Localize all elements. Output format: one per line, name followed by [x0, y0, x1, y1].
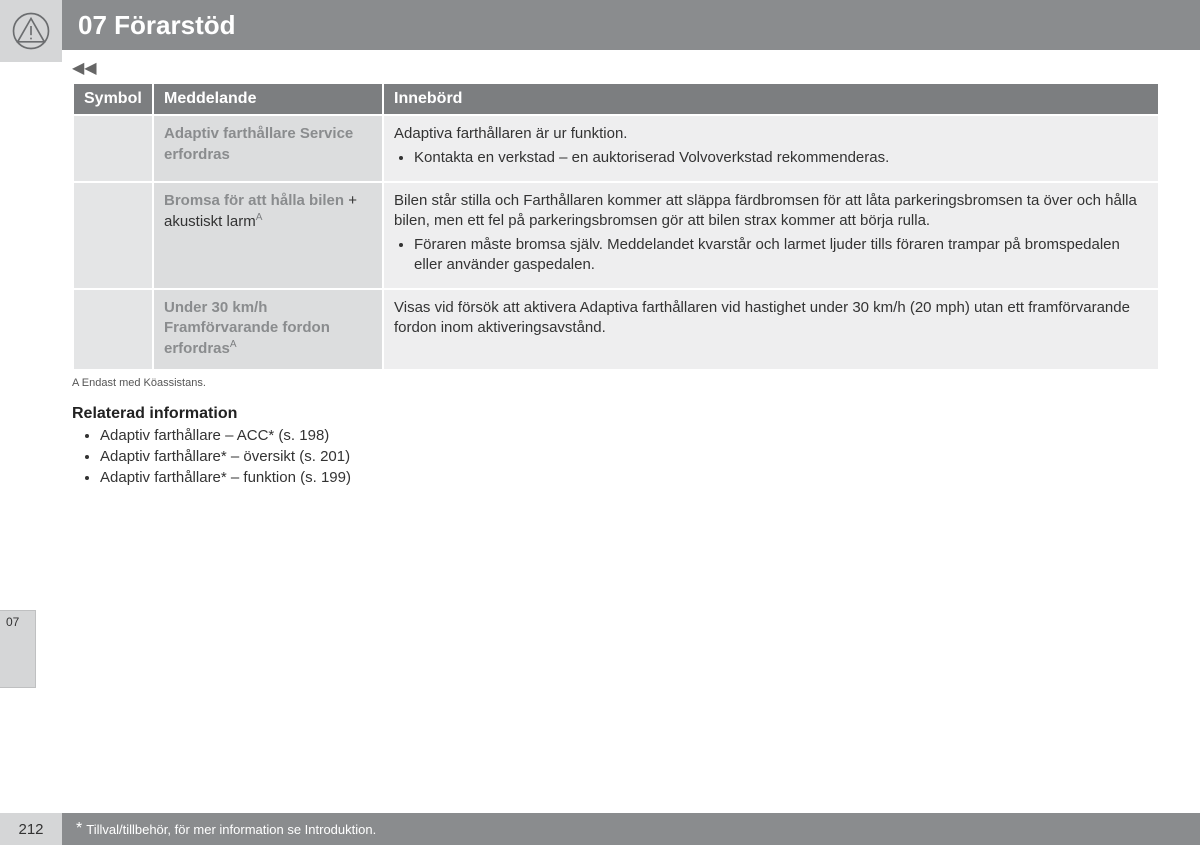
- cell-meaning: Bilen står stilla och Farthållaren komme…: [384, 183, 1158, 288]
- message-bold: Adaptiv farthållare Service erfordras: [164, 125, 353, 163]
- message-bold: Under 30 km/h Framförvarande fordon erfo…: [164, 299, 330, 358]
- related-list: Adaptiv farthållare – ACC* (s. 198) Adap…: [100, 427, 1160, 486]
- messages-table: Symbol Meddelande Innebörd Adaptiv farth…: [72, 82, 1160, 371]
- cell-symbol: [74, 290, 152, 370]
- star-icon: *: [76, 820, 82, 838]
- related-item: Adaptiv farthållare* – översikt (s. 201): [100, 448, 1160, 465]
- cell-message: Under 30 km/h Framförvarande fordon erfo…: [154, 290, 382, 370]
- col-header-meaning: Innebörd: [384, 84, 1158, 114]
- meaning-bullet: Föraren måste bromsa själv. Meddelandet …: [414, 235, 1148, 276]
- cell-meaning: Adaptiva farthållaren är ur funktion. Ko…: [384, 116, 1158, 181]
- meaning-bullets: Kontakta en verkstad – en auktoriserad V…: [414, 148, 1148, 168]
- cell-meaning: Visas vid försök att aktivera Adaptiva f…: [384, 290, 1158, 370]
- meaning-lead: Visas vid försök att aktivera Adaptiva f…: [394, 298, 1148, 339]
- meaning-bullets: Föraren måste bromsa själv. Meddelandet …: [414, 235, 1148, 276]
- page-number: 212: [0, 813, 62, 845]
- meaning-lead: Bilen står stilla och Farthållaren komme…: [394, 191, 1148, 232]
- message-sup: A: [256, 212, 263, 223]
- footer-note-text: Tillval/tillbehör, för mer information s…: [86, 822, 376, 837]
- footer-note: * Tillval/tillbehör, för mer information…: [62, 813, 1200, 845]
- header-icon-box: [0, 0, 62, 62]
- col-header-message: Meddelande: [154, 84, 382, 114]
- cell-symbol: [74, 183, 152, 288]
- col-header-symbol: Symbol: [74, 84, 152, 114]
- meaning-bullet: Kontakta en verkstad – en auktoriserad V…: [414, 148, 1148, 168]
- table-row: Under 30 km/h Framförvarande fordon erfo…: [74, 290, 1158, 370]
- table-row: Adaptiv farthållare Service erfordras Ad…: [74, 116, 1158, 181]
- warning-triangle-icon: [11, 11, 51, 51]
- related-item: Adaptiv farthållare* – funktion (s. 199): [100, 469, 1160, 486]
- cell-symbol: [74, 116, 152, 181]
- page-footer: 212 * Tillval/tillbehör, för mer informa…: [0, 813, 1200, 845]
- continued-marker: ◀◀: [72, 58, 1160, 78]
- page-title: 07 Förarstöd: [78, 10, 236, 41]
- meaning-lead: Adaptiva farthållaren är ur funktion.: [394, 124, 1148, 144]
- related-item: Adaptiv farthållare – ACC* (s. 198): [100, 427, 1160, 444]
- page-header: 07 Förarstöd: [0, 0, 1200, 50]
- side-chapter-tab: 07: [0, 610, 36, 688]
- cell-message: Bromsa för att hålla bilen + akustiskt l…: [154, 183, 382, 288]
- footnote-a: A Endast med Köassistans.: [72, 377, 1160, 389]
- message-bold: Bromsa för att hålla bilen: [164, 192, 344, 209]
- table-row: Bromsa för att hålla bilen + akustiskt l…: [74, 183, 1158, 288]
- message-sup: A: [230, 339, 237, 350]
- cell-message: Adaptiv farthållare Service erfordras: [154, 116, 382, 181]
- related-heading: Relaterad information: [72, 405, 1160, 423]
- page-content: ◀◀ Symbol Meddelande Innebörd Adaptiv fa…: [72, 58, 1160, 486]
